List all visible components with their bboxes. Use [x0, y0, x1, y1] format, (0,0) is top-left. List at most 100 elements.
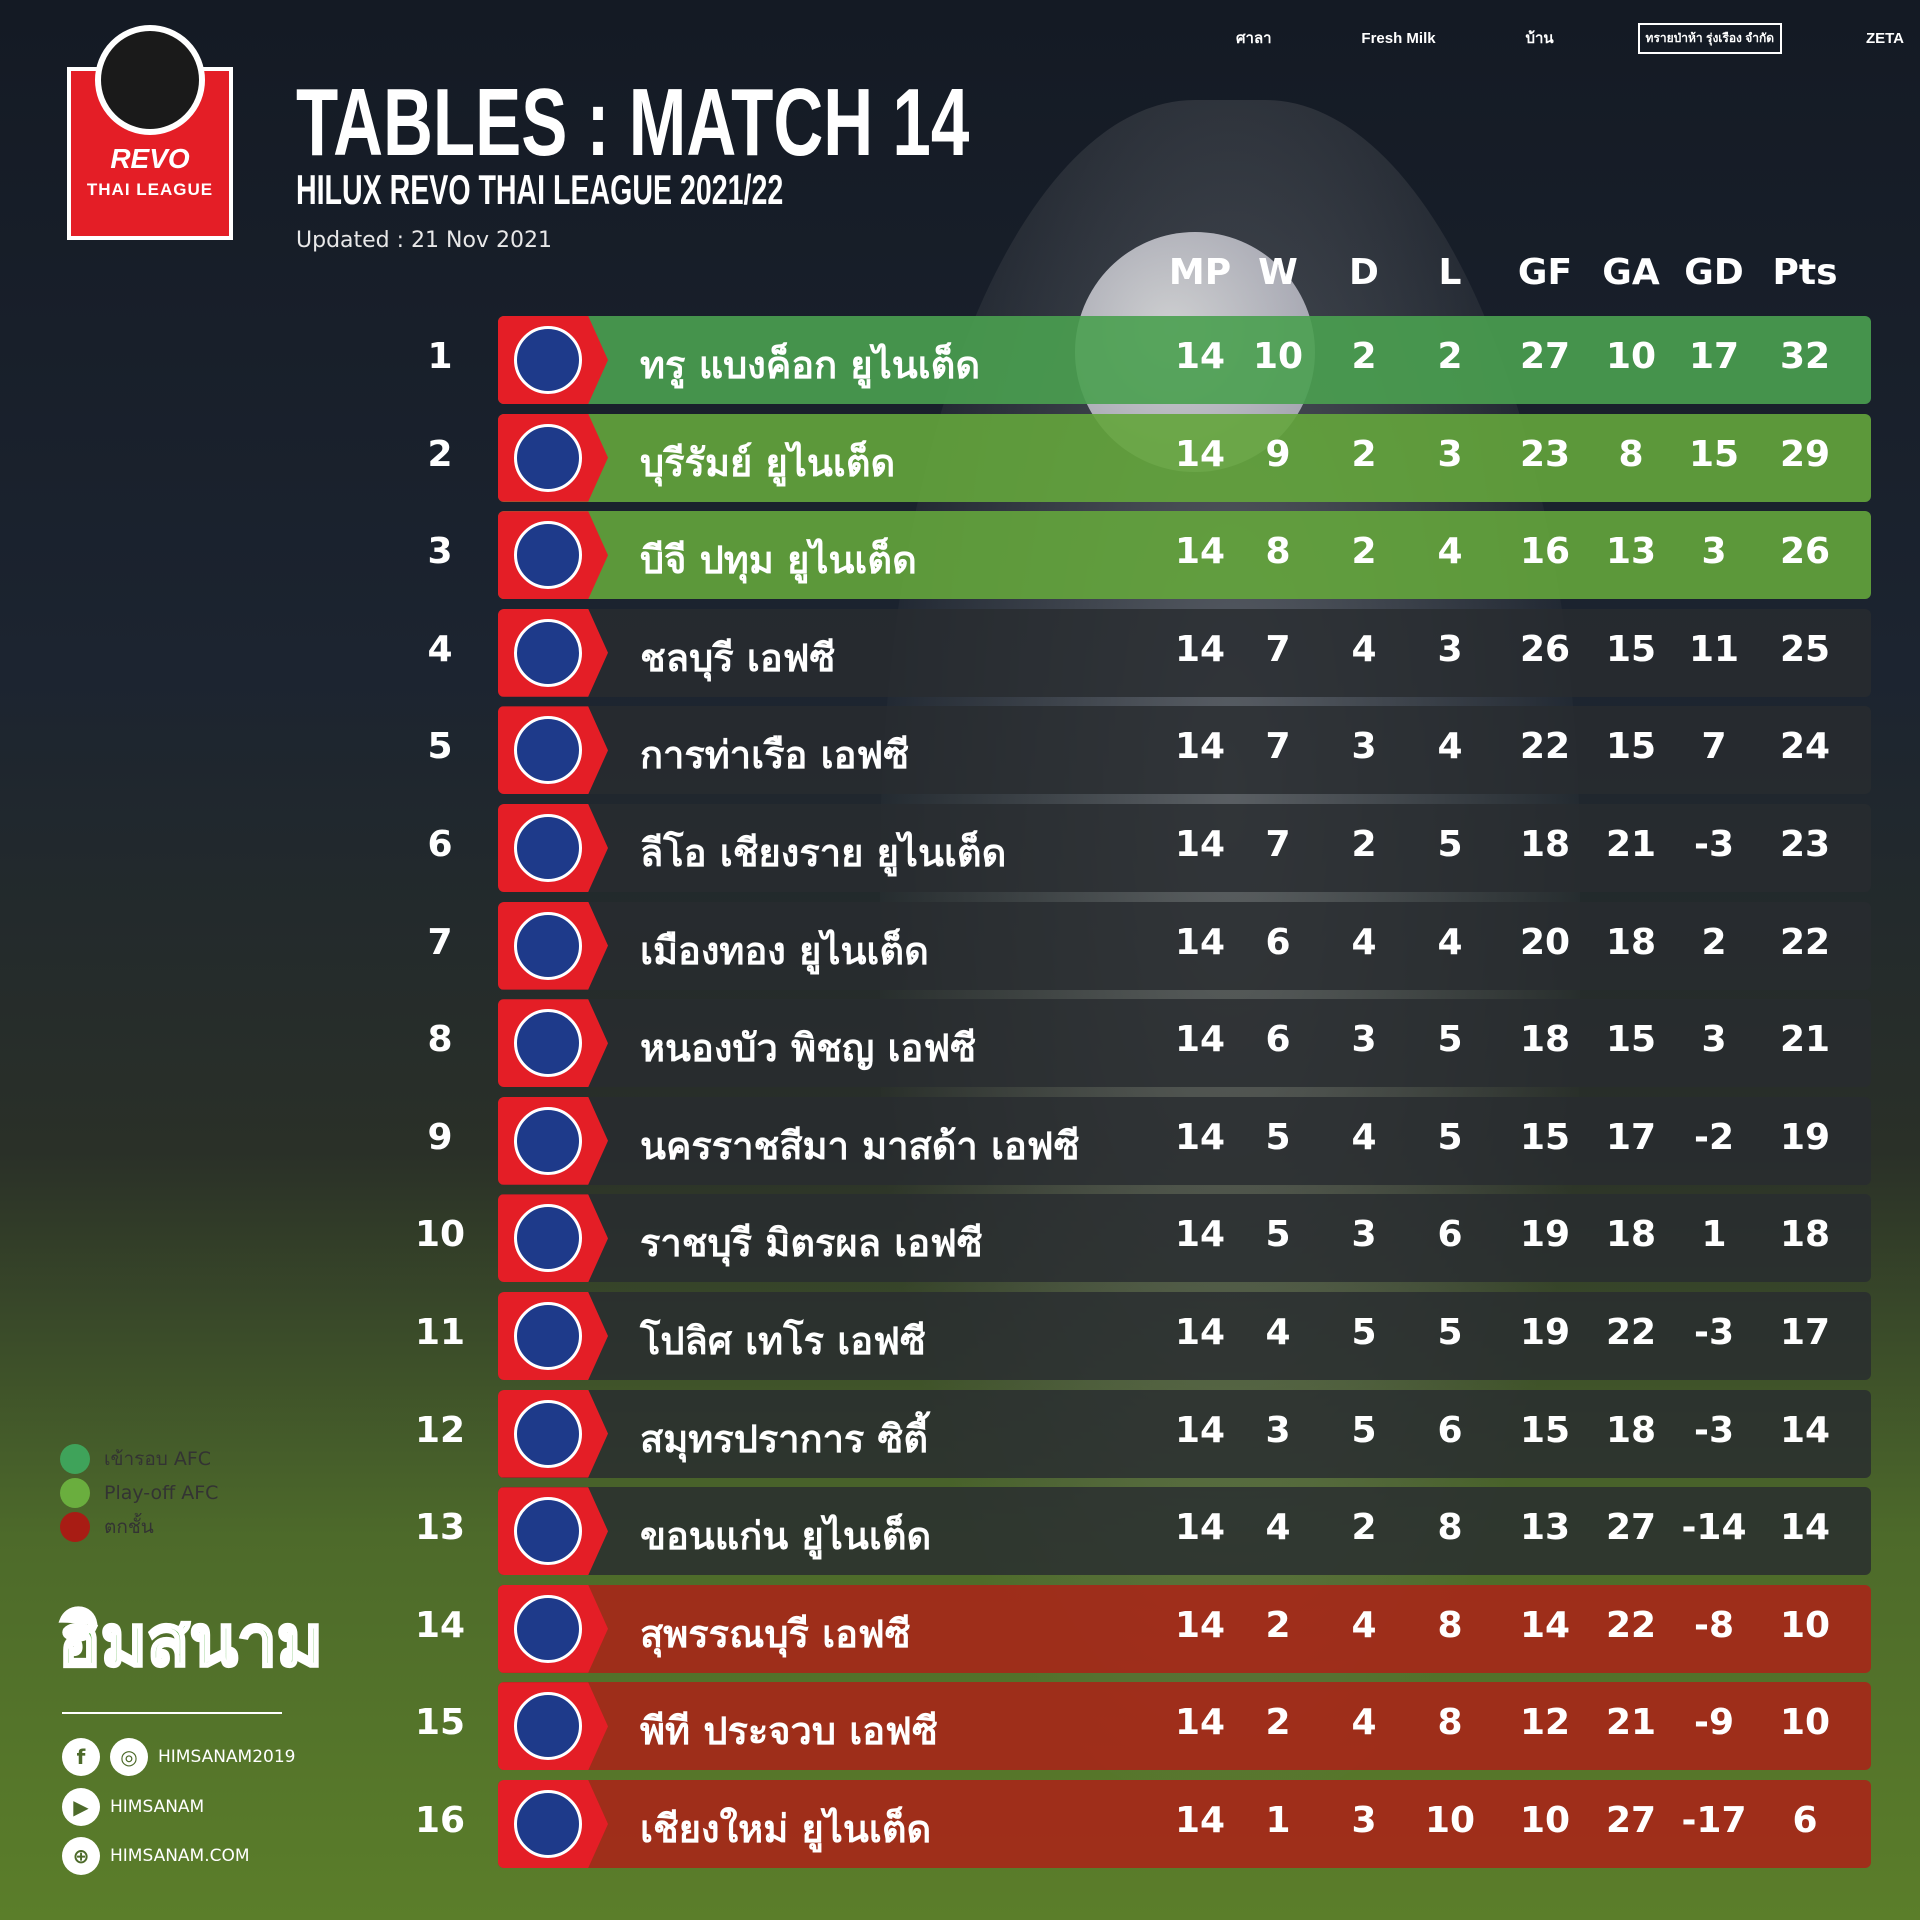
- stat-gf: 15: [1519, 1116, 1571, 1158]
- team-crest-icon: [514, 1399, 582, 1468]
- stat-gf: 20: [1519, 921, 1571, 963]
- stat-gd: -8: [1694, 1604, 1734, 1646]
- social-youtube[interactable]: ▶ HIMSANAM: [62, 1788, 204, 1826]
- instagram-icon[interactable]: ◎: [110, 1738, 148, 1776]
- stat-pts: 26: [1779, 531, 1831, 573]
- sponsor-logo: ทรายป่าห้า รุ่งเรือง จำกัด: [1637, 22, 1783, 54]
- team-badge: [498, 706, 608, 795]
- stat-d: 4: [1351, 628, 1377, 670]
- sponsor-logo: ศาลา: [1236, 30, 1272, 47]
- stat-w: 5: [1265, 1214, 1291, 1256]
- thai-league-logo: REVO THAI LEAGUE: [67, 25, 233, 240]
- stat-l: 8: [1437, 1507, 1463, 1549]
- stat-l: 5: [1437, 1019, 1463, 1061]
- team-badge: [498, 999, 608, 1088]
- sponsor-logo: ZETA: [1865, 29, 1904, 47]
- stat-l: 4: [1437, 726, 1463, 768]
- rank: 10: [414, 1214, 466, 1256]
- stat-ga: 22: [1605, 1312, 1657, 1353]
- stat-d: 4: [1351, 1604, 1377, 1646]
- team-name: หนองบัว พิชญ เอฟซี: [640, 1026, 977, 1071]
- stat-mp: 14: [1174, 1409, 1226, 1451]
- team-name: สมุทรปราการ ซิตี้: [640, 1416, 929, 1461]
- stat-l: 6: [1437, 1214, 1463, 1256]
- rank: 14: [414, 1604, 466, 1646]
- stat-pts: 14: [1779, 1507, 1831, 1549]
- stat-d: 2: [1351, 336, 1377, 377]
- stat-l: 5: [1437, 1312, 1463, 1353]
- table-row: เชียงใหม่ ยูไนเต็ด 14 1 3 10 10 27 -17 6: [498, 1780, 1871, 1868]
- stat-gf: 22: [1519, 726, 1571, 768]
- stat-w: 8: [1265, 531, 1291, 573]
- stat-gd: 3: [1701, 531, 1727, 573]
- stat-ga: 27: [1605, 1800, 1657, 1841]
- team-crest-icon: [514, 1594, 582, 1663]
- stat-gd: 2: [1701, 921, 1727, 963]
- stat-w: 1: [1265, 1800, 1291, 1841]
- facebook-icon[interactable]: f: [62, 1738, 100, 1776]
- stat-d: 2: [1351, 1507, 1377, 1549]
- stat-pts: 24: [1779, 726, 1831, 768]
- column-header-gd: GD: [1684, 252, 1744, 293]
- team-crest-icon: [514, 716, 582, 785]
- stat-pts: 32: [1779, 336, 1831, 377]
- stat-gd: 11: [1688, 628, 1740, 670]
- stat-l: 4: [1437, 921, 1463, 963]
- table-row: ขอนแก่น ยูไนเต็ด 14 4 2 8 13 27 -14 14: [498, 1487, 1871, 1576]
- stat-w: 4: [1265, 1507, 1291, 1549]
- stat-l: 10: [1424, 1800, 1476, 1841]
- team-badge: [498, 1682, 608, 1771]
- stat-mp: 14: [1174, 531, 1226, 573]
- stat-ga: 13: [1605, 531, 1657, 573]
- page-subtitle: HILUX REVO THAI LEAGUE 2021/22: [296, 166, 784, 213]
- table-row: หนองบัว พิชญ เอฟซี 14 6 3 5 18 15 3 21: [498, 999, 1871, 1088]
- stat-gd: -17: [1681, 1800, 1747, 1841]
- stat-gd: -3: [1694, 824, 1734, 865]
- stat-l: 3: [1437, 628, 1463, 670]
- stat-gf: 14: [1519, 1604, 1571, 1646]
- team-crest-icon: [514, 1692, 582, 1761]
- stat-gf: 19: [1519, 1312, 1571, 1353]
- team-crest-icon: [514, 1790, 582, 1858]
- social-website[interactable]: ⊕ HIMSANAM.COM: [62, 1837, 250, 1875]
- stat-ga: 18: [1605, 1409, 1657, 1451]
- stat-ga: 21: [1605, 1702, 1657, 1744]
- youtube-icon[interactable]: ▶: [62, 1788, 100, 1826]
- globe-icon[interactable]: ⊕: [62, 1837, 100, 1875]
- sponsor-logos: ศาลา Fresh Milk บ้าน ทรายป่าห้า รุ่งเรือ…: [1230, 22, 1910, 54]
- stat-d: 5: [1351, 1312, 1377, 1353]
- stat-gd: 15: [1688, 433, 1740, 475]
- rank: 16: [414, 1800, 466, 1841]
- stat-pts: 25: [1779, 628, 1831, 670]
- team-badge: [498, 1389, 608, 1478]
- social-facebook-instagram[interactable]: f ◎ HIMSANAM2019: [62, 1738, 295, 1776]
- team-badge: [498, 316, 608, 404]
- rank: 7: [427, 921, 453, 963]
- team-name: เชียงใหม่ ยูไนเต็ด: [640, 1807, 932, 1851]
- stat-pts: 17: [1779, 1312, 1831, 1353]
- table-row: นครราชสีมา มาสด้า เอฟซี 14 5 4 5 15 17 -2 19: [498, 1096, 1871, 1185]
- stat-l: 4: [1437, 531, 1463, 573]
- rank: 9: [427, 1116, 453, 1158]
- updated-date: Updated : 21 Nov 2021: [296, 228, 552, 253]
- stat-ga: 18: [1605, 1214, 1657, 1256]
- stat-gf: 18: [1519, 1019, 1571, 1061]
- team-badge: [498, 1584, 608, 1673]
- legend-item-playoff: Play-off AFC: [60, 1476, 218, 1510]
- stat-pts: 22: [1779, 921, 1831, 963]
- stat-mp: 14: [1174, 921, 1226, 963]
- column-header-gf: GF: [1517, 252, 1573, 293]
- stat-mp: 14: [1174, 1604, 1226, 1646]
- stat-mp: 14: [1174, 1800, 1226, 1841]
- team-crest-icon: [514, 326, 582, 394]
- stat-pts: 10: [1779, 1604, 1831, 1646]
- stat-d: 3: [1351, 726, 1377, 768]
- stat-l: 2: [1437, 336, 1463, 377]
- team-crest-icon: [514, 1106, 582, 1175]
- stat-gd: -14: [1681, 1507, 1747, 1549]
- rank: 15: [414, 1702, 466, 1744]
- table-row: เมืองทอง ยูไนเต็ด 14 6 4 4 20 18 2 22: [498, 901, 1871, 990]
- team-crest-icon: [514, 1302, 582, 1370]
- team-name: บีจี ปทุม ยูไนเต็ด: [640, 538, 917, 583]
- legend-item-afc: เข้ารอบ AFC: [60, 1442, 218, 1476]
